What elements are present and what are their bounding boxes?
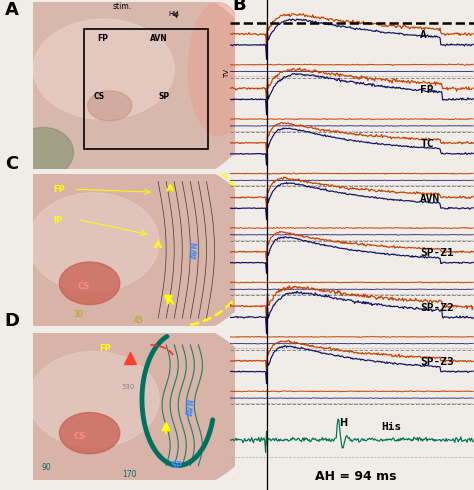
Text: A: A xyxy=(5,0,18,19)
Text: AVN: AVN xyxy=(420,194,440,204)
Ellipse shape xyxy=(33,19,174,119)
Ellipse shape xyxy=(59,262,120,305)
Text: SP-Z3: SP-Z3 xyxy=(420,357,454,367)
Ellipse shape xyxy=(28,352,159,447)
Text: C: C xyxy=(5,155,18,173)
Text: 90: 90 xyxy=(41,463,51,472)
Text: 45: 45 xyxy=(134,316,144,325)
Text: B: B xyxy=(233,0,246,14)
Ellipse shape xyxy=(13,127,73,177)
Text: AVN: AVN xyxy=(186,397,197,416)
Text: CS: CS xyxy=(77,282,90,292)
Ellipse shape xyxy=(28,193,159,292)
Text: AH = 94 ms: AH = 94 ms xyxy=(315,470,397,484)
Text: CS: CS xyxy=(93,92,105,101)
Text: TC: TC xyxy=(420,139,434,149)
Text: SP: SP xyxy=(158,92,169,101)
Text: AVN: AVN xyxy=(190,241,201,260)
Ellipse shape xyxy=(59,413,120,454)
Text: 530: 530 xyxy=(122,384,135,390)
Text: FP: FP xyxy=(98,34,109,43)
Text: TV: TV xyxy=(225,70,230,78)
Text: FP: FP xyxy=(100,344,111,353)
Text: D: D xyxy=(5,312,20,330)
Text: SP-Z2: SP-Z2 xyxy=(420,303,454,313)
Text: H: H xyxy=(339,418,347,428)
Text: 170: 170 xyxy=(122,470,137,479)
Text: His: His xyxy=(168,11,179,17)
Ellipse shape xyxy=(0,311,265,490)
Text: FP: FP xyxy=(420,85,434,95)
Text: IP: IP xyxy=(53,216,63,224)
Text: 30: 30 xyxy=(73,310,83,318)
Text: AVN: AVN xyxy=(150,34,168,43)
Text: FP: FP xyxy=(53,185,65,194)
Bar xyxy=(83,29,209,149)
Text: SP: SP xyxy=(170,462,182,470)
Text: His: His xyxy=(381,422,401,432)
Text: stim.: stim. xyxy=(112,2,131,11)
Ellipse shape xyxy=(0,151,265,349)
Ellipse shape xyxy=(0,0,265,194)
Text: A: A xyxy=(420,30,427,40)
Ellipse shape xyxy=(88,91,132,121)
Text: SP-Z1: SP-Z1 xyxy=(420,248,454,258)
Text: CS: CS xyxy=(73,432,86,441)
Ellipse shape xyxy=(188,2,249,136)
